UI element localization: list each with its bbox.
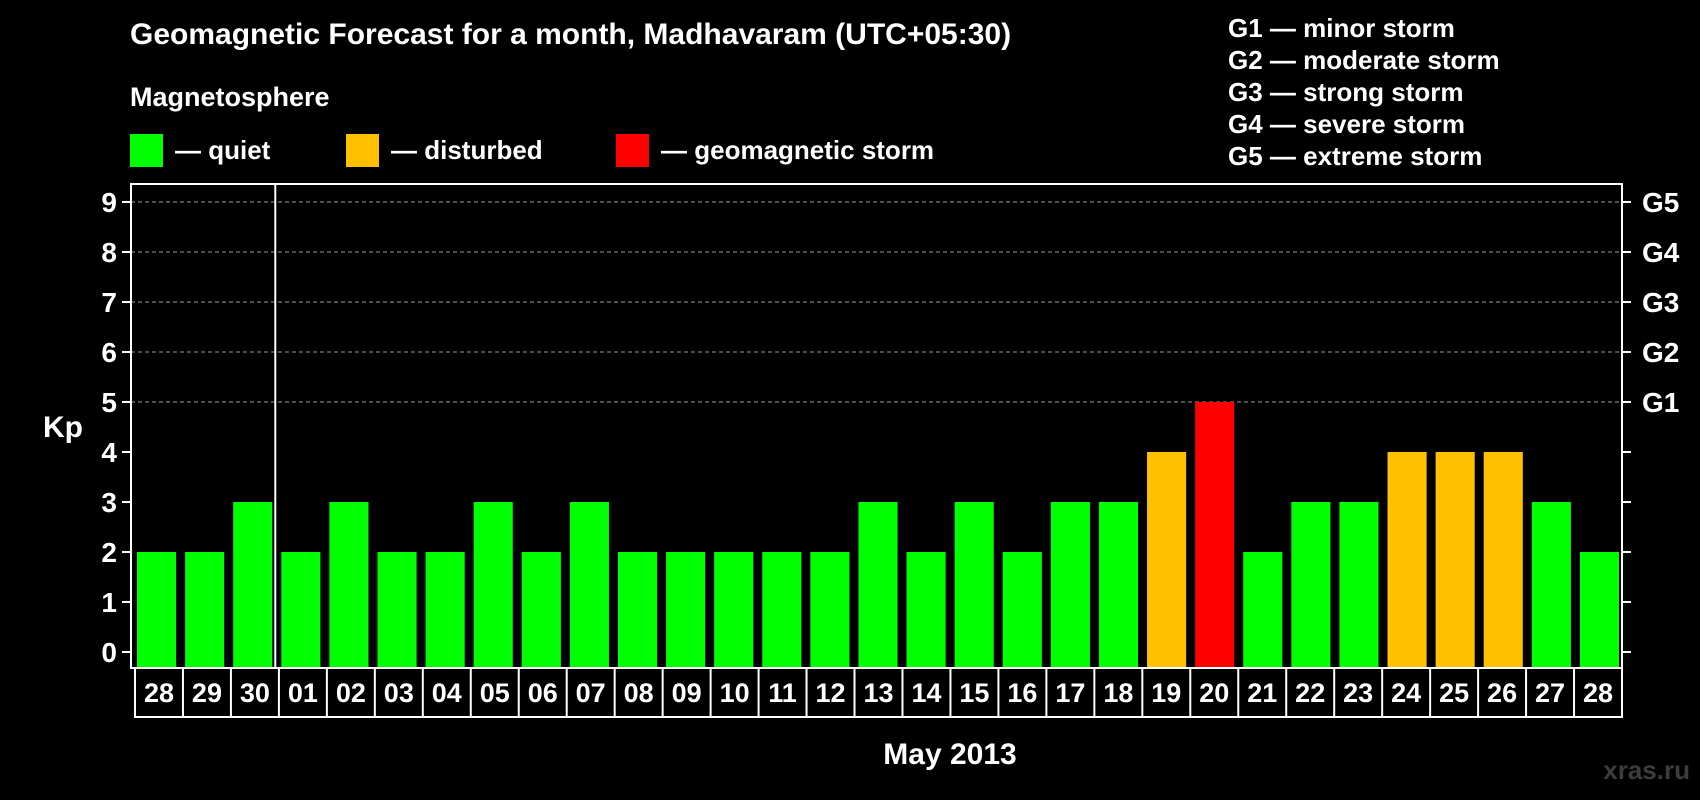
bar-28 bbox=[1483, 452, 1523, 668]
x-tick-label-11: 09 bbox=[672, 678, 702, 708]
category-row-frame bbox=[134, 667, 1623, 718]
x-tick-label-2: 30 bbox=[240, 678, 270, 708]
x-tick-label-17: 15 bbox=[959, 678, 989, 708]
legend-disturbed: — disturbed bbox=[346, 133, 543, 167]
y-tick-label-5: 5 bbox=[101, 387, 117, 418]
x-tick-label-27: 25 bbox=[1439, 678, 1469, 708]
g-scale-label-G2: G2 bbox=[1642, 337, 1679, 368]
y-tick-label-8: 8 bbox=[101, 237, 117, 268]
x-tick-label-28: 26 bbox=[1487, 678, 1517, 708]
y-tick-label-0: 0 bbox=[101, 637, 117, 668]
x-tick-label-5: 03 bbox=[384, 678, 414, 708]
bar-15 bbox=[858, 502, 898, 668]
y-tick-label-1: 1 bbox=[101, 587, 117, 618]
y-axis-label: Kp bbox=[43, 411, 83, 444]
watermark: xras.ru bbox=[1603, 755, 1690, 785]
storm-scale-legend: G1 — minor storm G2 — moderate storm G3 … bbox=[1228, 12, 1500, 172]
x-axis-label: May 2013 bbox=[883, 738, 1016, 771]
bar-12 bbox=[714, 552, 754, 668]
y-tick-label-3: 3 bbox=[101, 487, 117, 518]
bar-27 bbox=[1435, 452, 1475, 668]
x-tick-label-25: 23 bbox=[1343, 678, 1373, 708]
storm-scale-g2: G2 — moderate storm bbox=[1228, 45, 1500, 75]
y-tick-label-4: 4 bbox=[101, 437, 117, 468]
bar-25 bbox=[1339, 502, 1379, 668]
x-tick-label-4: 02 bbox=[336, 678, 366, 708]
x-tick-label-8: 06 bbox=[528, 678, 558, 708]
chart-title: Geomagnetic Forecast for a month, Madhav… bbox=[130, 18, 1012, 51]
g-scale-label-G3: G3 bbox=[1642, 287, 1679, 318]
x-tick-label-20: 18 bbox=[1103, 678, 1133, 708]
y-tick-label-2: 2 bbox=[101, 537, 117, 568]
x-tick-label-15: 13 bbox=[863, 678, 893, 708]
y-tick-label-7: 7 bbox=[101, 287, 117, 318]
bar-2 bbox=[233, 502, 273, 668]
legend-disturbed-swatch bbox=[346, 133, 379, 167]
bar-1 bbox=[185, 552, 225, 668]
bar-18 bbox=[1002, 552, 1042, 668]
legend-storm: — geomagnetic storm bbox=[616, 133, 934, 167]
x-tick-label-26: 24 bbox=[1391, 678, 1421, 708]
y-tick-label-9: 9 bbox=[101, 187, 117, 218]
storm-scale-g1: G1 — minor storm bbox=[1228, 13, 1455, 43]
x-tick-label-10: 08 bbox=[624, 678, 654, 708]
y-tick-label-6: 6 bbox=[101, 337, 117, 368]
storm-scale-g5: G5 — extreme storm bbox=[1228, 141, 1483, 171]
legend-disturbed-label: — disturbed bbox=[391, 134, 543, 165]
storm-scale-g3: G3 — strong storm bbox=[1228, 77, 1464, 107]
x-tick-label-0: 28 bbox=[144, 678, 174, 708]
bar-23 bbox=[1243, 552, 1283, 668]
x-tick-label-19: 17 bbox=[1055, 678, 1085, 708]
bar-22 bbox=[1195, 402, 1235, 668]
x-tick-label-3: 01 bbox=[288, 678, 318, 708]
bar-13 bbox=[762, 552, 802, 668]
legend-quiet-label: — quiet bbox=[175, 134, 271, 165]
x-tick-label-13: 11 bbox=[768, 678, 797, 708]
bar-16 bbox=[906, 552, 946, 668]
x-tick-label-7: 05 bbox=[480, 678, 510, 708]
g-scale-label-G4: G4 bbox=[1642, 237, 1680, 268]
x-tick-label-16: 14 bbox=[911, 678, 941, 708]
bar-21 bbox=[1147, 452, 1187, 668]
chart-subtitle: Magnetosphere bbox=[130, 82, 330, 112]
g-scale-label-G1: G1 bbox=[1642, 387, 1679, 418]
bar-4 bbox=[329, 502, 369, 668]
x-tick-label-1: 29 bbox=[192, 678, 222, 708]
bar-5 bbox=[377, 552, 417, 668]
legend-storm-swatch bbox=[616, 133, 649, 167]
bar-0 bbox=[137, 552, 177, 668]
x-tick-label-22: 20 bbox=[1199, 678, 1229, 708]
bar-10 bbox=[617, 552, 658, 668]
x-tick-label-24: 22 bbox=[1295, 678, 1325, 708]
bar-6 bbox=[425, 552, 465, 668]
x-tick-label-23: 21 bbox=[1247, 678, 1277, 708]
bar-3 bbox=[281, 552, 321, 668]
legend-quiet-swatch bbox=[130, 133, 163, 167]
bar-20 bbox=[1098, 502, 1139, 668]
x-tick-label-12: 10 bbox=[720, 678, 750, 708]
bar-30 bbox=[1579, 552, 1619, 668]
bar-29 bbox=[1531, 502, 1571, 668]
bar-19 bbox=[1050, 502, 1090, 668]
bar-7 bbox=[473, 502, 513, 668]
bar-8 bbox=[521, 552, 561, 668]
bar-11 bbox=[666, 552, 706, 668]
bar-14 bbox=[810, 552, 850, 668]
x-tick-label-29: 27 bbox=[1535, 678, 1565, 708]
bar-26 bbox=[1387, 452, 1427, 668]
x-tick-label-6: 04 bbox=[432, 678, 462, 708]
x-tick-label-14: 12 bbox=[816, 678, 846, 708]
bar-9 bbox=[569, 502, 609, 668]
g-scale-label-G5: G5 bbox=[1642, 187, 1679, 218]
x-tick-label-30: 28 bbox=[1583, 678, 1613, 708]
x-tick-label-18: 16 bbox=[1007, 678, 1037, 708]
bar-24 bbox=[1291, 502, 1331, 668]
legend-quiet: — quiet bbox=[130, 133, 270, 167]
x-tick-label-9: 07 bbox=[576, 678, 606, 708]
storm-scale-g4: G4 — severe storm bbox=[1228, 109, 1466, 139]
legend-storm-label: — geomagnetic storm bbox=[661, 134, 935, 165]
bar-17 bbox=[954, 502, 994, 668]
x-tick-label-21: 19 bbox=[1151, 678, 1181, 708]
